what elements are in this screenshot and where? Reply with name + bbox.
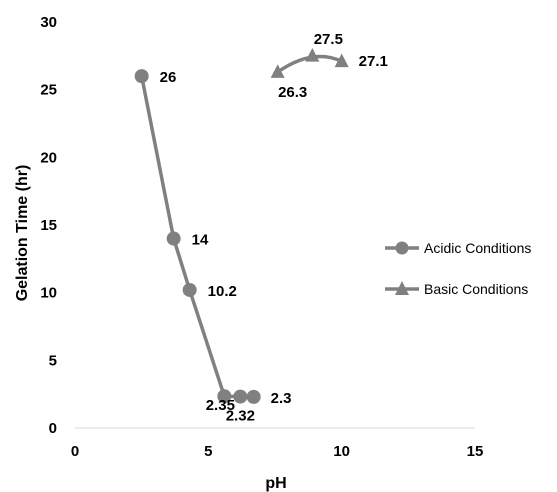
data-point xyxy=(182,282,197,297)
y-tick-label: 10 xyxy=(40,285,57,302)
data-point xyxy=(305,48,320,62)
y-tick-label: 0 xyxy=(49,420,57,437)
x-tick-label: 0 xyxy=(71,443,79,460)
x-axis-title: pH xyxy=(265,475,286,492)
x-tick-labels: 0 5 10 15 xyxy=(71,443,484,460)
y-tick-label: 25 xyxy=(40,82,57,99)
legend-item: Acidic Conditions xyxy=(385,240,531,256)
legend-label: Acidic Conditions xyxy=(424,240,531,256)
legend: Acidic Conditions Basic Conditions xyxy=(385,240,531,297)
y-tick-labels: 0 5 10 15 20 25 30 xyxy=(40,14,57,437)
data-label: 14 xyxy=(192,232,209,249)
data-label: 27.5 xyxy=(314,31,343,48)
y-tick-label: 30 xyxy=(40,14,57,31)
data-label: 27.1 xyxy=(359,53,388,70)
data-label: 26 xyxy=(160,69,177,86)
legend-label: Basic Conditions xyxy=(424,281,528,297)
series-basic: 26.3 27.5 27.1 xyxy=(270,31,388,101)
legend-marker xyxy=(395,241,409,255)
data-label: 26.3 xyxy=(278,84,307,101)
data-point xyxy=(246,389,261,404)
legend-item: Basic Conditions xyxy=(385,281,528,297)
x-tick-label: 10 xyxy=(333,443,350,460)
data-point xyxy=(134,69,149,84)
data-point xyxy=(166,231,181,246)
data-label: 10.2 xyxy=(208,283,237,300)
y-axis-title: Gelation Time (hr) xyxy=(14,165,31,302)
data-point xyxy=(270,64,285,78)
data-label: 2.32 xyxy=(226,408,255,425)
series-acidic: 26 14 10.2 2.352.32 2.3 xyxy=(134,69,292,425)
data-point xyxy=(233,389,248,404)
x-tick-label: 15 xyxy=(467,443,484,460)
y-tick-label: 15 xyxy=(40,217,57,234)
data-label: 2.35 xyxy=(206,397,235,414)
data-point xyxy=(217,389,232,404)
y-tick-label: 5 xyxy=(49,352,57,369)
data-label: 2.3 xyxy=(271,390,292,407)
x-tick-label: 5 xyxy=(204,443,212,460)
legend-marker xyxy=(395,281,409,295)
y-tick-label: 20 xyxy=(40,149,57,166)
plot-area: 26 14 10.2 2.352.32 2.3 26.3 27.5 27.1 xyxy=(134,31,388,425)
data-point xyxy=(334,53,349,68)
